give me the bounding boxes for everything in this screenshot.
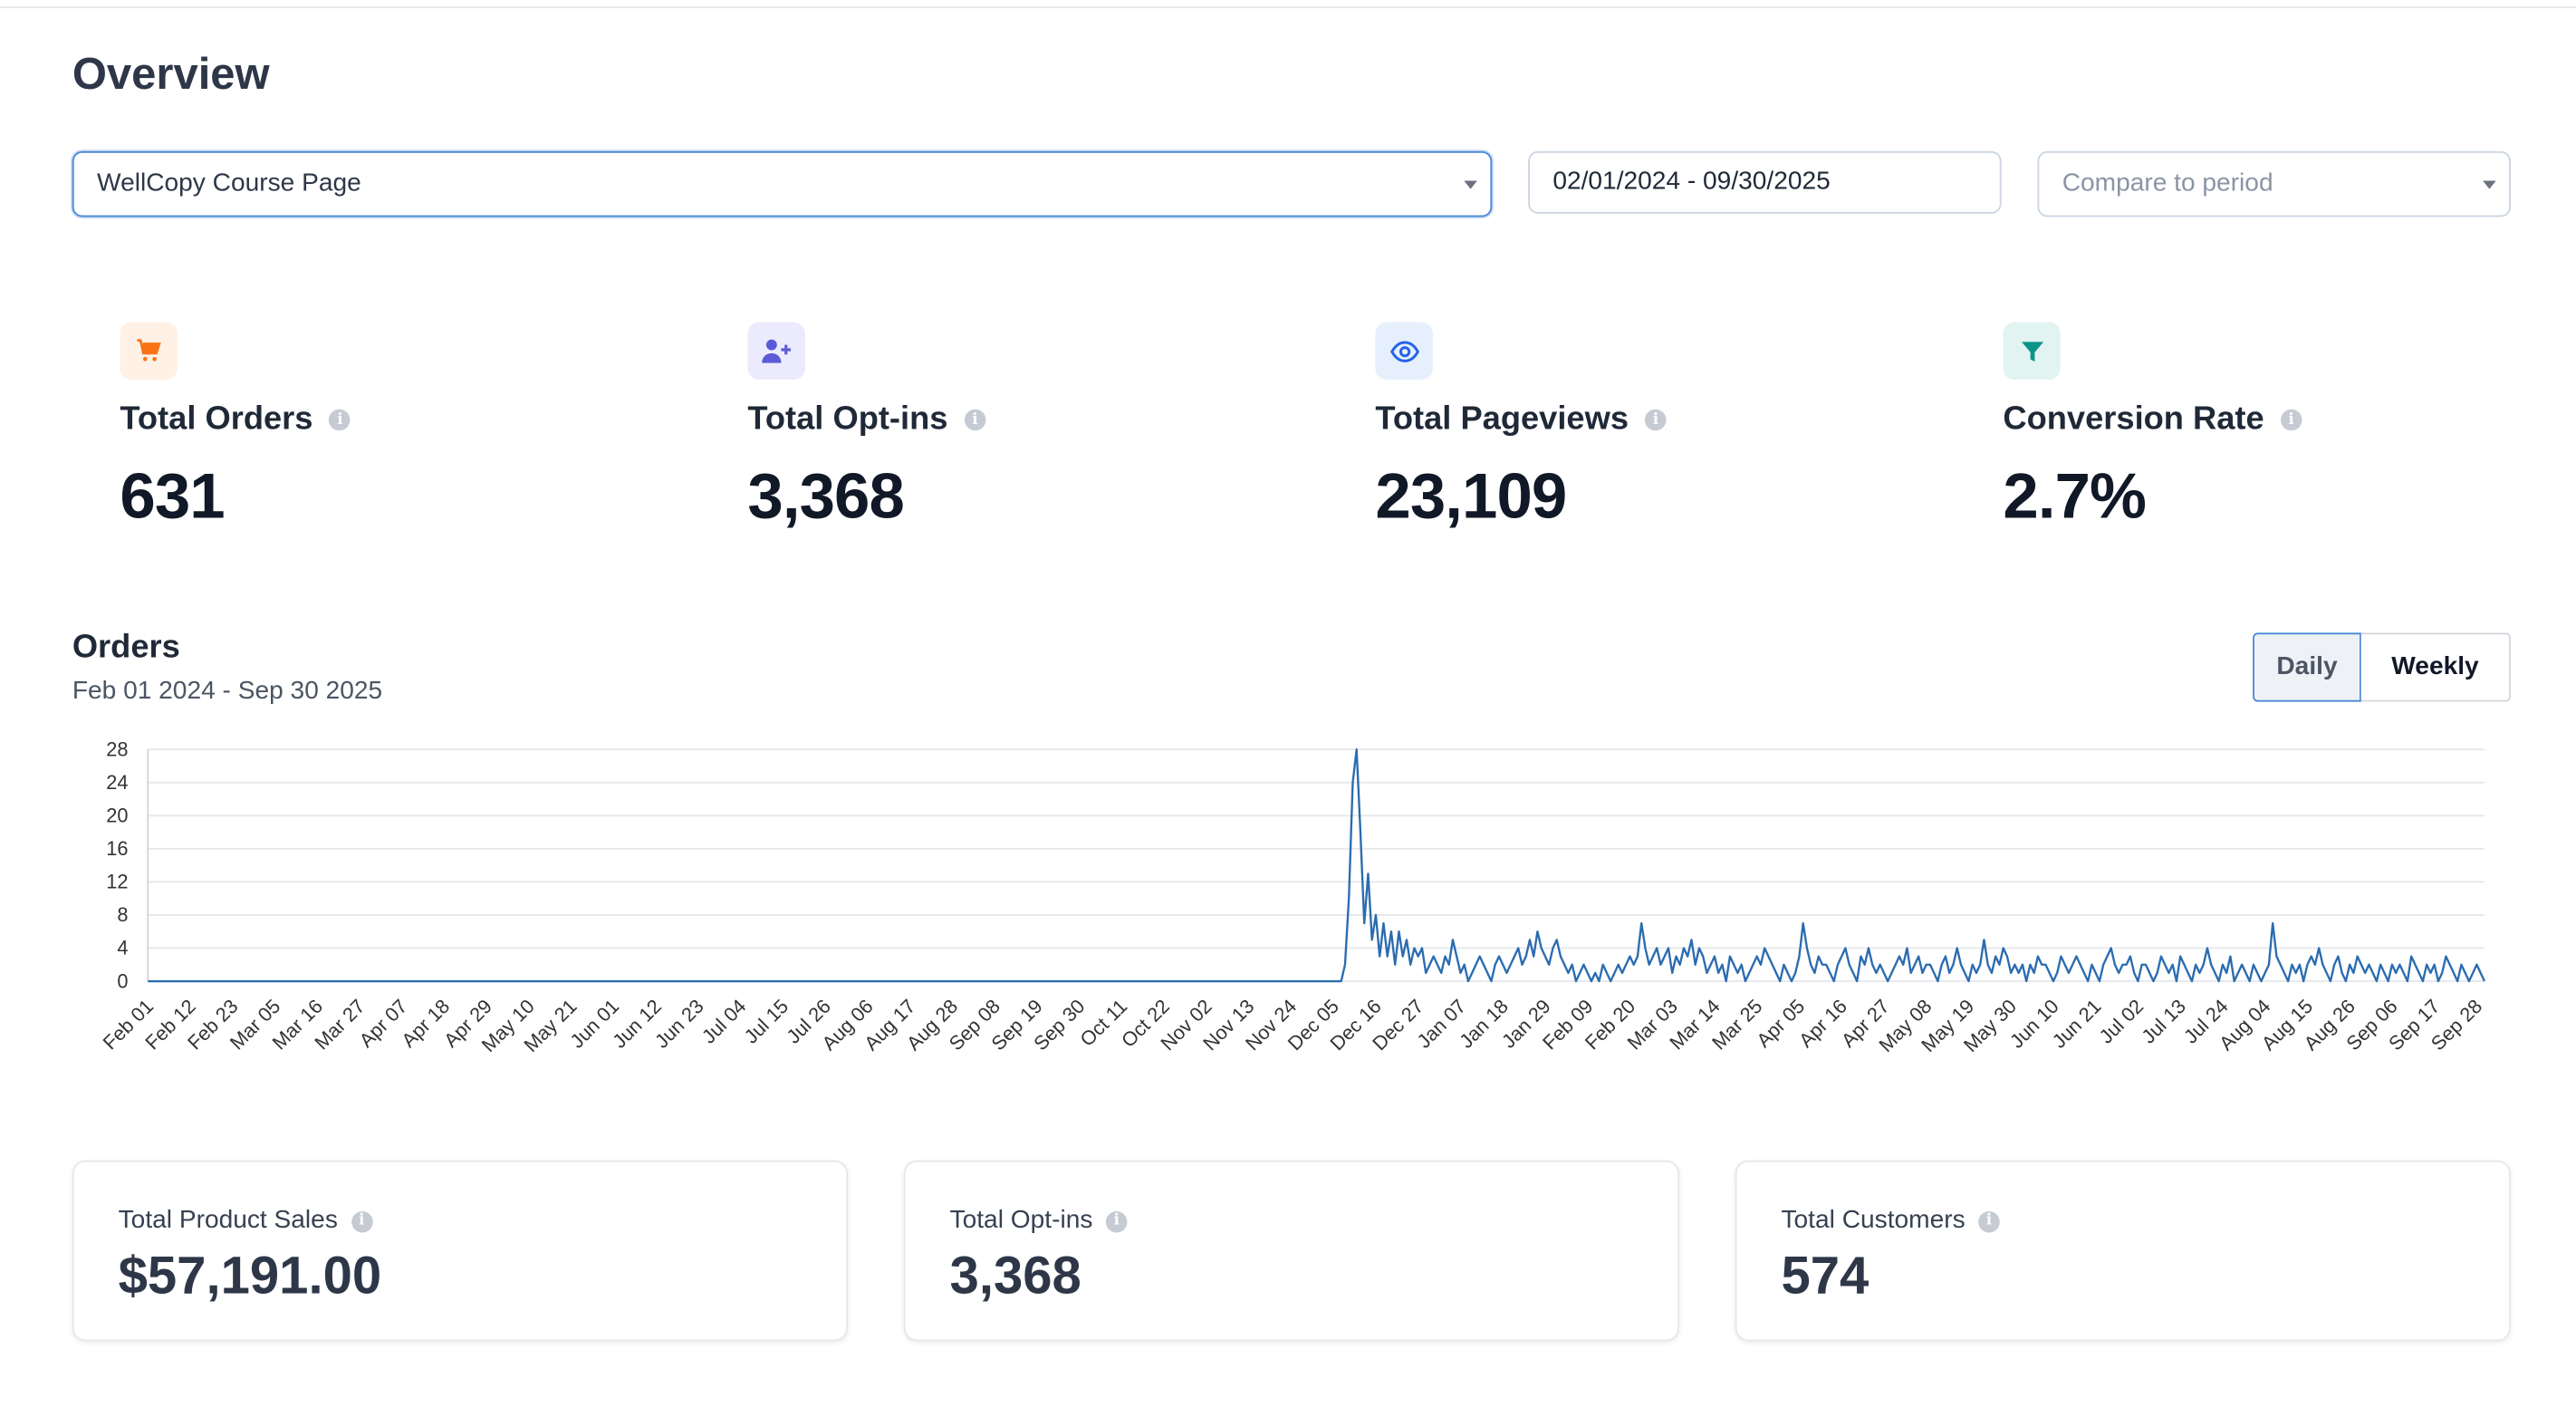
orders-series-line <box>148 748 2485 983</box>
stat-label: Total Opt-ins i <box>747 401 1306 439</box>
x-tick-label: Jul 15 <box>740 995 793 1048</box>
y-tick-label: 24 <box>106 771 128 794</box>
stat-value: 3,368 <box>747 461 904 533</box>
card-label-text: Total Opt-ins <box>949 1206 1093 1235</box>
y-tick-label: 4 <box>117 937 128 959</box>
card-label: Total Product Sales i <box>119 1207 847 1237</box>
stat-label-text: Total Pageviews <box>1375 400 1629 438</box>
stat-total-optins: Total Opt-ins i 3,368 <box>747 322 1306 535</box>
stat-label-text: Total Orders <box>120 400 313 438</box>
card-value: $57,191.00 <box>118 1246 382 1306</box>
x-tick-label: Apr 16 <box>1794 995 1851 1052</box>
y-tick-label: 12 <box>106 871 128 893</box>
weekly-toggle-button[interactable]: Weekly <box>2360 632 2511 702</box>
top-divider <box>0 6 2576 9</box>
funnel-icon <box>2003 322 2061 381</box>
orders-chart-date-range: Feb 01 2024 - Sep 30 2025 <box>72 677 383 706</box>
y-tick-label: 20 <box>106 805 128 827</box>
page-select-dropdown[interactable]: WellCopy Course Page <box>72 150 1493 217</box>
card-label-text: Total Product Sales <box>118 1206 338 1235</box>
x-tick-label: Apr 05 <box>1752 995 1809 1052</box>
daily-toggle-button[interactable]: Daily <box>2253 632 2361 702</box>
stat-label-text: Total Opt-ins <box>747 400 948 438</box>
stat-label: Total Pageviews i <box>1375 401 1934 439</box>
eye-icon <box>1375 322 1433 381</box>
compare-period-placeholder: Compare to period <box>2062 169 2273 198</box>
card-label: Total Customers i <box>1781 1207 2509 1237</box>
card-value: 574 <box>1781 1246 1870 1306</box>
stat-value: 2.7% <box>2003 461 2147 533</box>
stat-conversion-rate: Conversion Rate i 2.7% <box>2003 322 2562 535</box>
stat-label-text: Conversion Rate <box>2003 400 2264 438</box>
y-tick-label: 16 <box>106 837 128 860</box>
y-tick-label: 8 <box>117 903 128 926</box>
info-icon[interactable]: i <box>1645 409 1667 431</box>
x-tick-label: Apr 07 <box>355 995 412 1052</box>
info-icon[interactable]: i <box>329 409 351 431</box>
y-tick-label: 28 <box>106 737 128 760</box>
info-icon[interactable]: i <box>964 409 986 431</box>
x-tick-label: Jul 13 <box>2137 995 2190 1048</box>
info-icon[interactable]: i <box>2280 409 2302 431</box>
chevron-down-icon <box>2483 180 2496 189</box>
stat-total-orders: Total Orders i 631 <box>120 322 678 535</box>
info-icon[interactable]: i <box>1105 1210 1128 1232</box>
info-icon[interactable]: i <box>1978 1210 2000 1232</box>
stat-total-pageviews: Total Pageviews i 23,109 <box>1375 322 1934 535</box>
chevron-down-icon <box>1464 180 1477 189</box>
total-optins-card: Total Opt-ins i 3,368 <box>903 1160 1680 1342</box>
cart-icon <box>120 322 178 381</box>
stat-value: 631 <box>120 461 225 533</box>
date-range-value: 02/01/2024 - 09/30/2025 <box>1552 168 1831 196</box>
page-title: Overview <box>72 49 270 99</box>
stat-value: 23,109 <box>1375 461 1567 533</box>
stat-label: Total Orders i <box>120 401 678 439</box>
x-tick-label: Jul 04 <box>697 995 751 1048</box>
user-plus-icon <box>747 322 805 381</box>
total-customers-card: Total Customers i 574 <box>1735 1160 2511 1342</box>
page-select-value: WellCopy Course Page <box>97 169 361 198</box>
date-range-input[interactable]: 02/01/2024 - 09/30/2025 <box>1528 150 2002 214</box>
compare-period-dropdown[interactable]: Compare to period <box>2037 150 2511 217</box>
total-product-sales-card: Total Product Sales i $57,191.00 <box>72 1160 849 1342</box>
card-value: 3,368 <box>949 1246 1081 1306</box>
x-tick-label: Jul 02 <box>2095 995 2148 1048</box>
stat-label: Conversion Rate i <box>2003 401 2562 439</box>
orders-chart-title: Orders <box>72 629 180 666</box>
card-label-text: Total Customers <box>1781 1206 1966 1235</box>
x-tick-label: Apr 18 <box>397 995 454 1052</box>
card-label: Total Opt-ins i <box>950 1207 1678 1237</box>
y-tick-label: 0 <box>117 969 128 992</box>
info-icon[interactable]: i <box>351 1210 372 1232</box>
